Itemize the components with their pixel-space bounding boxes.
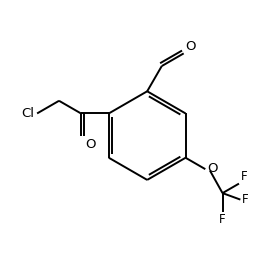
Text: O: O: [186, 40, 196, 53]
Text: O: O: [207, 162, 218, 175]
Text: F: F: [242, 193, 248, 206]
Text: F: F: [241, 170, 247, 183]
Text: O: O: [85, 138, 96, 151]
Text: Cl: Cl: [22, 107, 35, 120]
Text: F: F: [219, 213, 226, 226]
